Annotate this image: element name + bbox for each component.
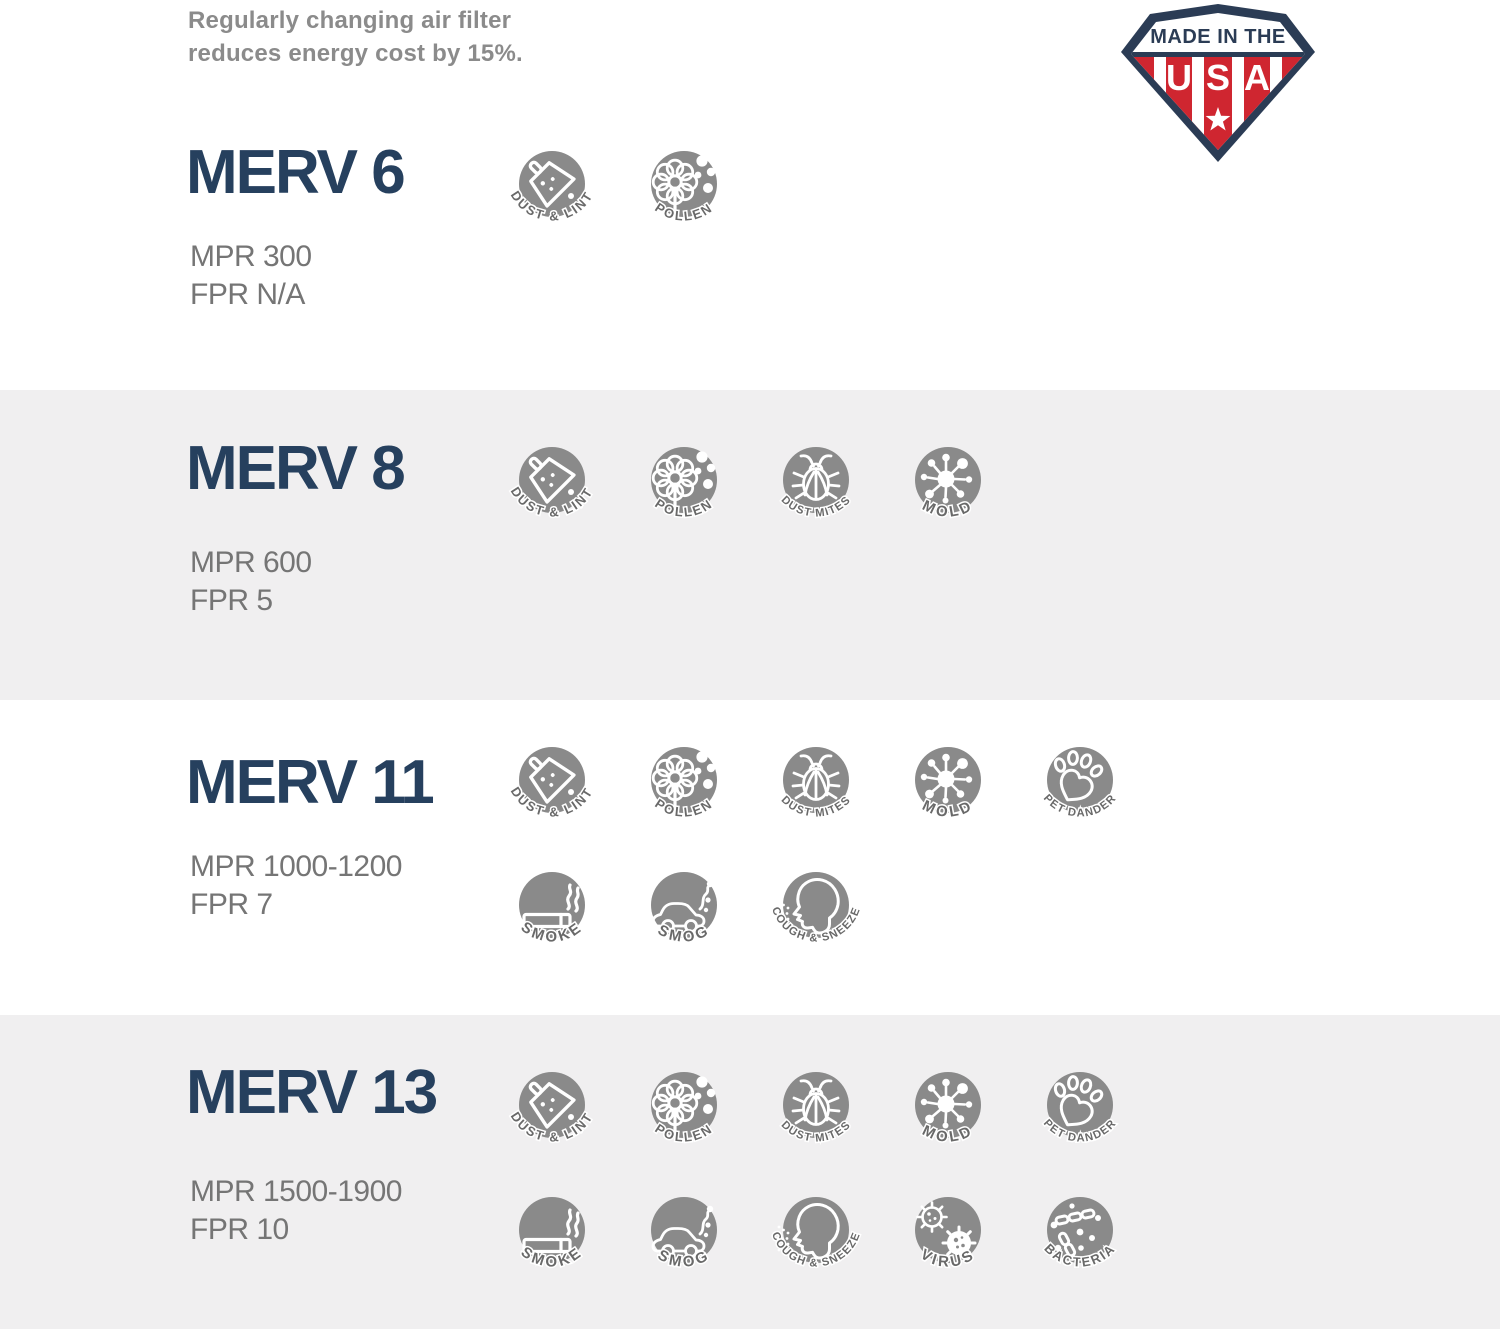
cough-sneeze-icon: COUGH & SNEEZE [767,1197,863,1271]
merv-13-section: MERV 13 MPR 1500-1900 FPR 10 DUST & LINT… [0,1015,1500,1329]
dust-lint-icon: DUST & LINT [506,148,596,225]
icon-circle [519,151,585,217]
merv-8-title: MERV 8 [186,434,406,503]
dust-mites-icon: DUST MITES [777,447,854,521]
note-line-1: Regularly changing air filter [188,7,512,34]
dust-lint-icon: DUST & LINT [506,1069,596,1146]
mold-icon: MOLD [915,1072,981,1147]
pollen-icon: POLLEN [651,1072,717,1146]
pollen-icon: POLLEN [651,747,717,821]
pollen-icon: POLLEN [651,447,717,521]
dust-lint-icon: DUST & LINT [506,444,596,521]
made-in-usa-badge: MADE IN THE U S A [1121,4,1315,162]
mold-icon: MOLD [915,747,981,822]
merv-6-mpr: MPR 300 [190,240,312,273]
bacteria-icon: BACTERIA [1040,1197,1118,1271]
smoke-icon: SMOKE [516,1197,585,1272]
note-line-2: reduces energy cost by 15%. [188,40,523,67]
merv-11-spec: MPR 1000-1200 FPR 7 [190,848,402,924]
merv-6-title: MERV 6 [186,138,406,207]
merv-13-fpr: FPR 10 [190,1213,289,1246]
icon-circle [519,447,585,513]
smoke-icon: SMOKE [516,872,585,947]
merv-11-fpr: FPR 7 [190,888,273,921]
badge-letter-u: U [1166,57,1192,98]
merv-13-title: MERV 13 [186,1058,438,1127]
merv-8-spec: MPR 600 FPR 5 [190,544,312,620]
virus-icon: VIRUS [915,1197,981,1272]
badge-letter-a: A [1244,57,1270,98]
merv-6-spec: MPR 300 FPR N/A [190,238,312,314]
merv-11-section: MERV 11 MPR 1000-1200 FPR 7 DUST & LINT P… [0,700,1500,1015]
cough-sneeze-icon: COUGH & SNEEZE [767,872,863,946]
star-icon [1205,107,1231,131]
merv-13-mpr: MPR 1500-1900 [190,1175,402,1208]
badge-divider [1131,52,1305,57]
mold-icon: MOLD [915,447,981,522]
pet-dander-icon: PET DANDER [1039,747,1119,821]
merv-13-spec: MPR 1500-1900 FPR 10 [190,1173,402,1249]
merv-6-section: Regularly changing air filter reduces en… [0,0,1500,390]
merv-13-icons: DUST & LINT POLLEN DUST MITES MOLD PET DANDE… [486,1067,1166,1304]
pollen-icon: POLLEN [651,151,717,225]
merv-6-icons: DUST & LINT POLLEN [486,146,1166,258]
badge-top-text: MADE IN THE [1150,26,1286,48]
icon-circle [519,1072,585,1138]
icon-circle [519,747,585,813]
merv-6-fpr: FPR N/A [190,278,305,311]
smog-icon: SMOG [651,1197,717,1273]
merv-11-icons: DUST & LINT POLLEN DUST MITES MOLD PET DANDE… [486,742,1166,979]
dust-mites-icon: DUST MITES [777,1072,854,1146]
energy-note: Regularly changing air filter reduces en… [188,4,523,70]
merv-8-section: MERV 8 MPR 600 FPR 5 DUST & LINT POLLEN DU… [0,390,1500,700]
pet-dander-icon: PET DANDER [1039,1072,1119,1146]
merv-11-mpr: MPR 1000-1200 [190,850,402,883]
smog-icon: SMOG [651,872,717,948]
badge-letter-s: S [1206,57,1230,98]
merv-8-fpr: FPR 5 [190,584,273,617]
dust-mites-icon: DUST MITES [777,747,854,821]
merv-11-title: MERV 11 [186,748,435,817]
merv-8-icons: DUST & LINT POLLEN DUST MITES MOLD [486,442,1166,554]
merv-8-mpr: MPR 600 [190,546,312,579]
dust-lint-icon: DUST & LINT [506,744,596,821]
